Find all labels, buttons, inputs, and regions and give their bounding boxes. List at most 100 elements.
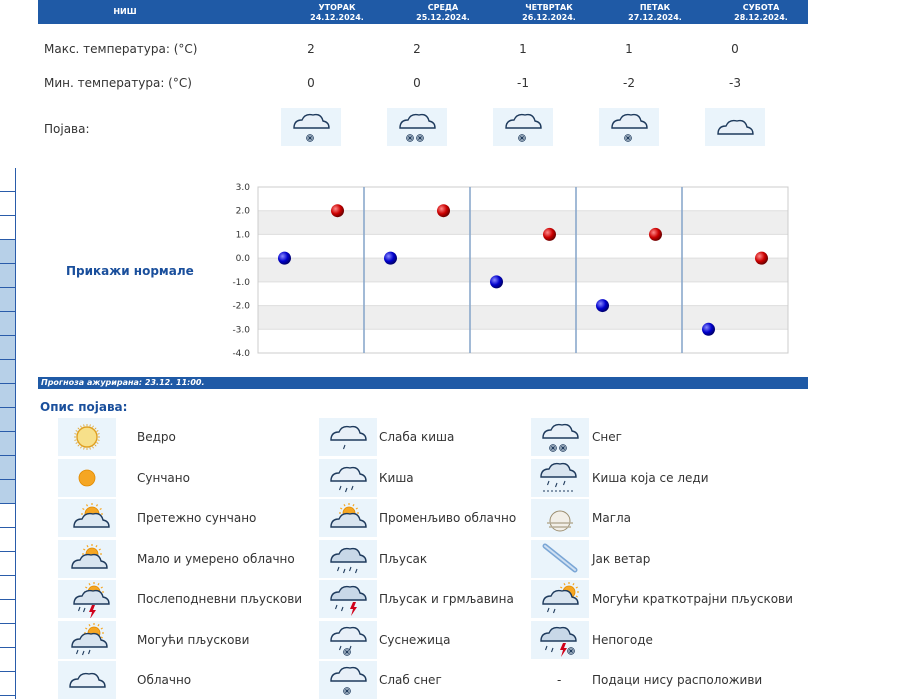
light-snow-icon bbox=[281, 108, 341, 146]
side-panel-cell bbox=[0, 456, 15, 480]
min-temp-label: Мин. температура: (°C) bbox=[44, 76, 192, 90]
day-header: ПЕТАК 27.12.2024. bbox=[628, 3, 682, 22]
legend-label: Јак ветар bbox=[592, 551, 651, 566]
strong-wind-icon bbox=[531, 539, 589, 578]
left-side-panel bbox=[0, 168, 16, 699]
max-temp-value: 2 bbox=[413, 42, 421, 56]
data-point bbox=[437, 204, 450, 218]
legend-label: Пљусак bbox=[379, 551, 428, 566]
clear-icon bbox=[58, 418, 116, 456]
light-snow-icon bbox=[599, 108, 659, 146]
legend-label: Подаци нису расположиви bbox=[592, 673, 763, 687]
legend-label: Сунчано bbox=[137, 470, 190, 485]
shower-thunder-icon bbox=[319, 580, 377, 618]
grid-band bbox=[258, 258, 788, 282]
max-temp-value: 0 bbox=[731, 42, 739, 56]
side-panel-cell bbox=[0, 312, 15, 336]
min-temp-value: -3 bbox=[729, 76, 741, 90]
data-point bbox=[331, 204, 344, 218]
cloudy-icon bbox=[705, 108, 765, 146]
y-tick-label: -3.0 bbox=[232, 325, 250, 335]
legend-label: Променљиво облачно bbox=[379, 511, 517, 525]
light-snow-icon bbox=[493, 108, 553, 146]
max-temp-label: Макс. температура: (°C) bbox=[44, 42, 198, 56]
sunny-icon bbox=[58, 458, 116, 497]
min-temp-value: -1 bbox=[517, 76, 529, 90]
max-temp-value: 1 bbox=[519, 42, 527, 56]
grid-band bbox=[258, 305, 788, 330]
day-header: СРЕДА 25.12.2024. bbox=[416, 3, 470, 22]
legend-label: Снег bbox=[592, 430, 622, 444]
storm-icon bbox=[531, 620, 589, 659]
light-rain-icon bbox=[319, 418, 377, 456]
legend-label: Слаба киша bbox=[379, 430, 455, 444]
y-tick-label: 2.0 bbox=[236, 207, 251, 217]
cloudy-icon bbox=[58, 661, 116, 699]
data-point bbox=[543, 227, 556, 241]
side-panel-cell bbox=[0, 648, 15, 672]
legend-label: Киша bbox=[379, 470, 414, 485]
legend-label: Суснежица bbox=[379, 632, 451, 647]
legend-label: Киша која се леди bbox=[592, 470, 709, 485]
variable-cloudy-icon bbox=[319, 499, 377, 537]
possible-showers-icon bbox=[58, 620, 116, 659]
side-panel-cell bbox=[0, 240, 15, 264]
legend-label: Мало и умерено облачно bbox=[137, 551, 295, 566]
afternoon-showers-icon bbox=[58, 580, 116, 618]
min-temp-value: -2 bbox=[623, 76, 635, 90]
updated-text: Прогноза ажурирана: 23.12. 11:00. bbox=[41, 378, 205, 387]
data-point bbox=[596, 299, 609, 313]
legend-label: Непогоде bbox=[592, 632, 653, 647]
y-tick-label: -2.0 bbox=[232, 302, 250, 312]
side-panel-cell bbox=[0, 384, 15, 408]
min-temp-value: 0 bbox=[307, 76, 315, 90]
day-header: УТОРАК 24.12.2024. bbox=[310, 3, 364, 22]
show-normals-link[interactable]: Прикажи нормале bbox=[66, 264, 194, 278]
legend-label: Пљусак и грмљавина bbox=[379, 592, 514, 606]
legend-label: Магла bbox=[592, 511, 632, 525]
legend-label: Облачно bbox=[137, 673, 192, 687]
side-panel-cell bbox=[0, 216, 15, 240]
side-panel-cell bbox=[0, 192, 15, 216]
side-panel-cell bbox=[0, 480, 15, 504]
rain-icon bbox=[319, 458, 377, 497]
data-point bbox=[702, 322, 715, 336]
y-tick-label: 1.0 bbox=[236, 230, 251, 240]
data-point bbox=[755, 251, 768, 265]
side-panel-cell bbox=[0, 168, 15, 192]
side-panel-cell bbox=[0, 432, 15, 456]
no-data-symbol: - bbox=[557, 673, 562, 687]
plot-border bbox=[257, 186, 789, 354]
legend-label: Могући пљускови bbox=[137, 632, 250, 647]
sleet-icon bbox=[319, 620, 377, 659]
y-tick-label: 0.0 bbox=[236, 254, 251, 264]
day-header: ЧЕТВРТАК 26.12.2024. bbox=[522, 3, 576, 22]
side-panel-cell bbox=[0, 288, 15, 312]
legend-label: Слаб снег bbox=[379, 673, 442, 687]
data-point bbox=[649, 227, 662, 241]
fog-icon bbox=[531, 499, 589, 537]
max-temp-value: 2 bbox=[307, 42, 315, 56]
side-panel-cell bbox=[0, 576, 15, 600]
side-panel-cell bbox=[0, 504, 15, 528]
day-header: СУБОТА 28.12.2024. bbox=[734, 3, 788, 22]
snow-icon bbox=[531, 418, 589, 456]
data-point bbox=[278, 251, 291, 265]
side-panel-cell bbox=[0, 408, 15, 432]
side-panel-cell bbox=[0, 600, 15, 624]
side-panel-cell bbox=[0, 528, 15, 552]
y-tick-label: -4.0 bbox=[232, 349, 250, 359]
max-temp-value: 1 bbox=[625, 42, 633, 56]
forecast-updated-bar: Прогноза ажурирана: 23.12. 11:00. bbox=[38, 377, 808, 389]
side-panel-cell bbox=[0, 360, 15, 384]
snow-icon bbox=[387, 108, 447, 146]
forecast-header: НИШ УТОРАК 24.12.2024. СРЕДА 25.12.2024. Ч… bbox=[38, 0, 808, 24]
brief-showers-icon bbox=[531, 580, 589, 618]
side-panel-cell bbox=[0, 552, 15, 576]
legend-label: Послеподневни пљускови bbox=[137, 592, 303, 606]
legend-label: Претежно сунчано bbox=[137, 511, 257, 525]
mostly-sunny-icon bbox=[58, 499, 116, 537]
side-panel-cell bbox=[0, 336, 15, 360]
side-panel-cell bbox=[0, 624, 15, 648]
shower-icon bbox=[319, 539, 377, 578]
